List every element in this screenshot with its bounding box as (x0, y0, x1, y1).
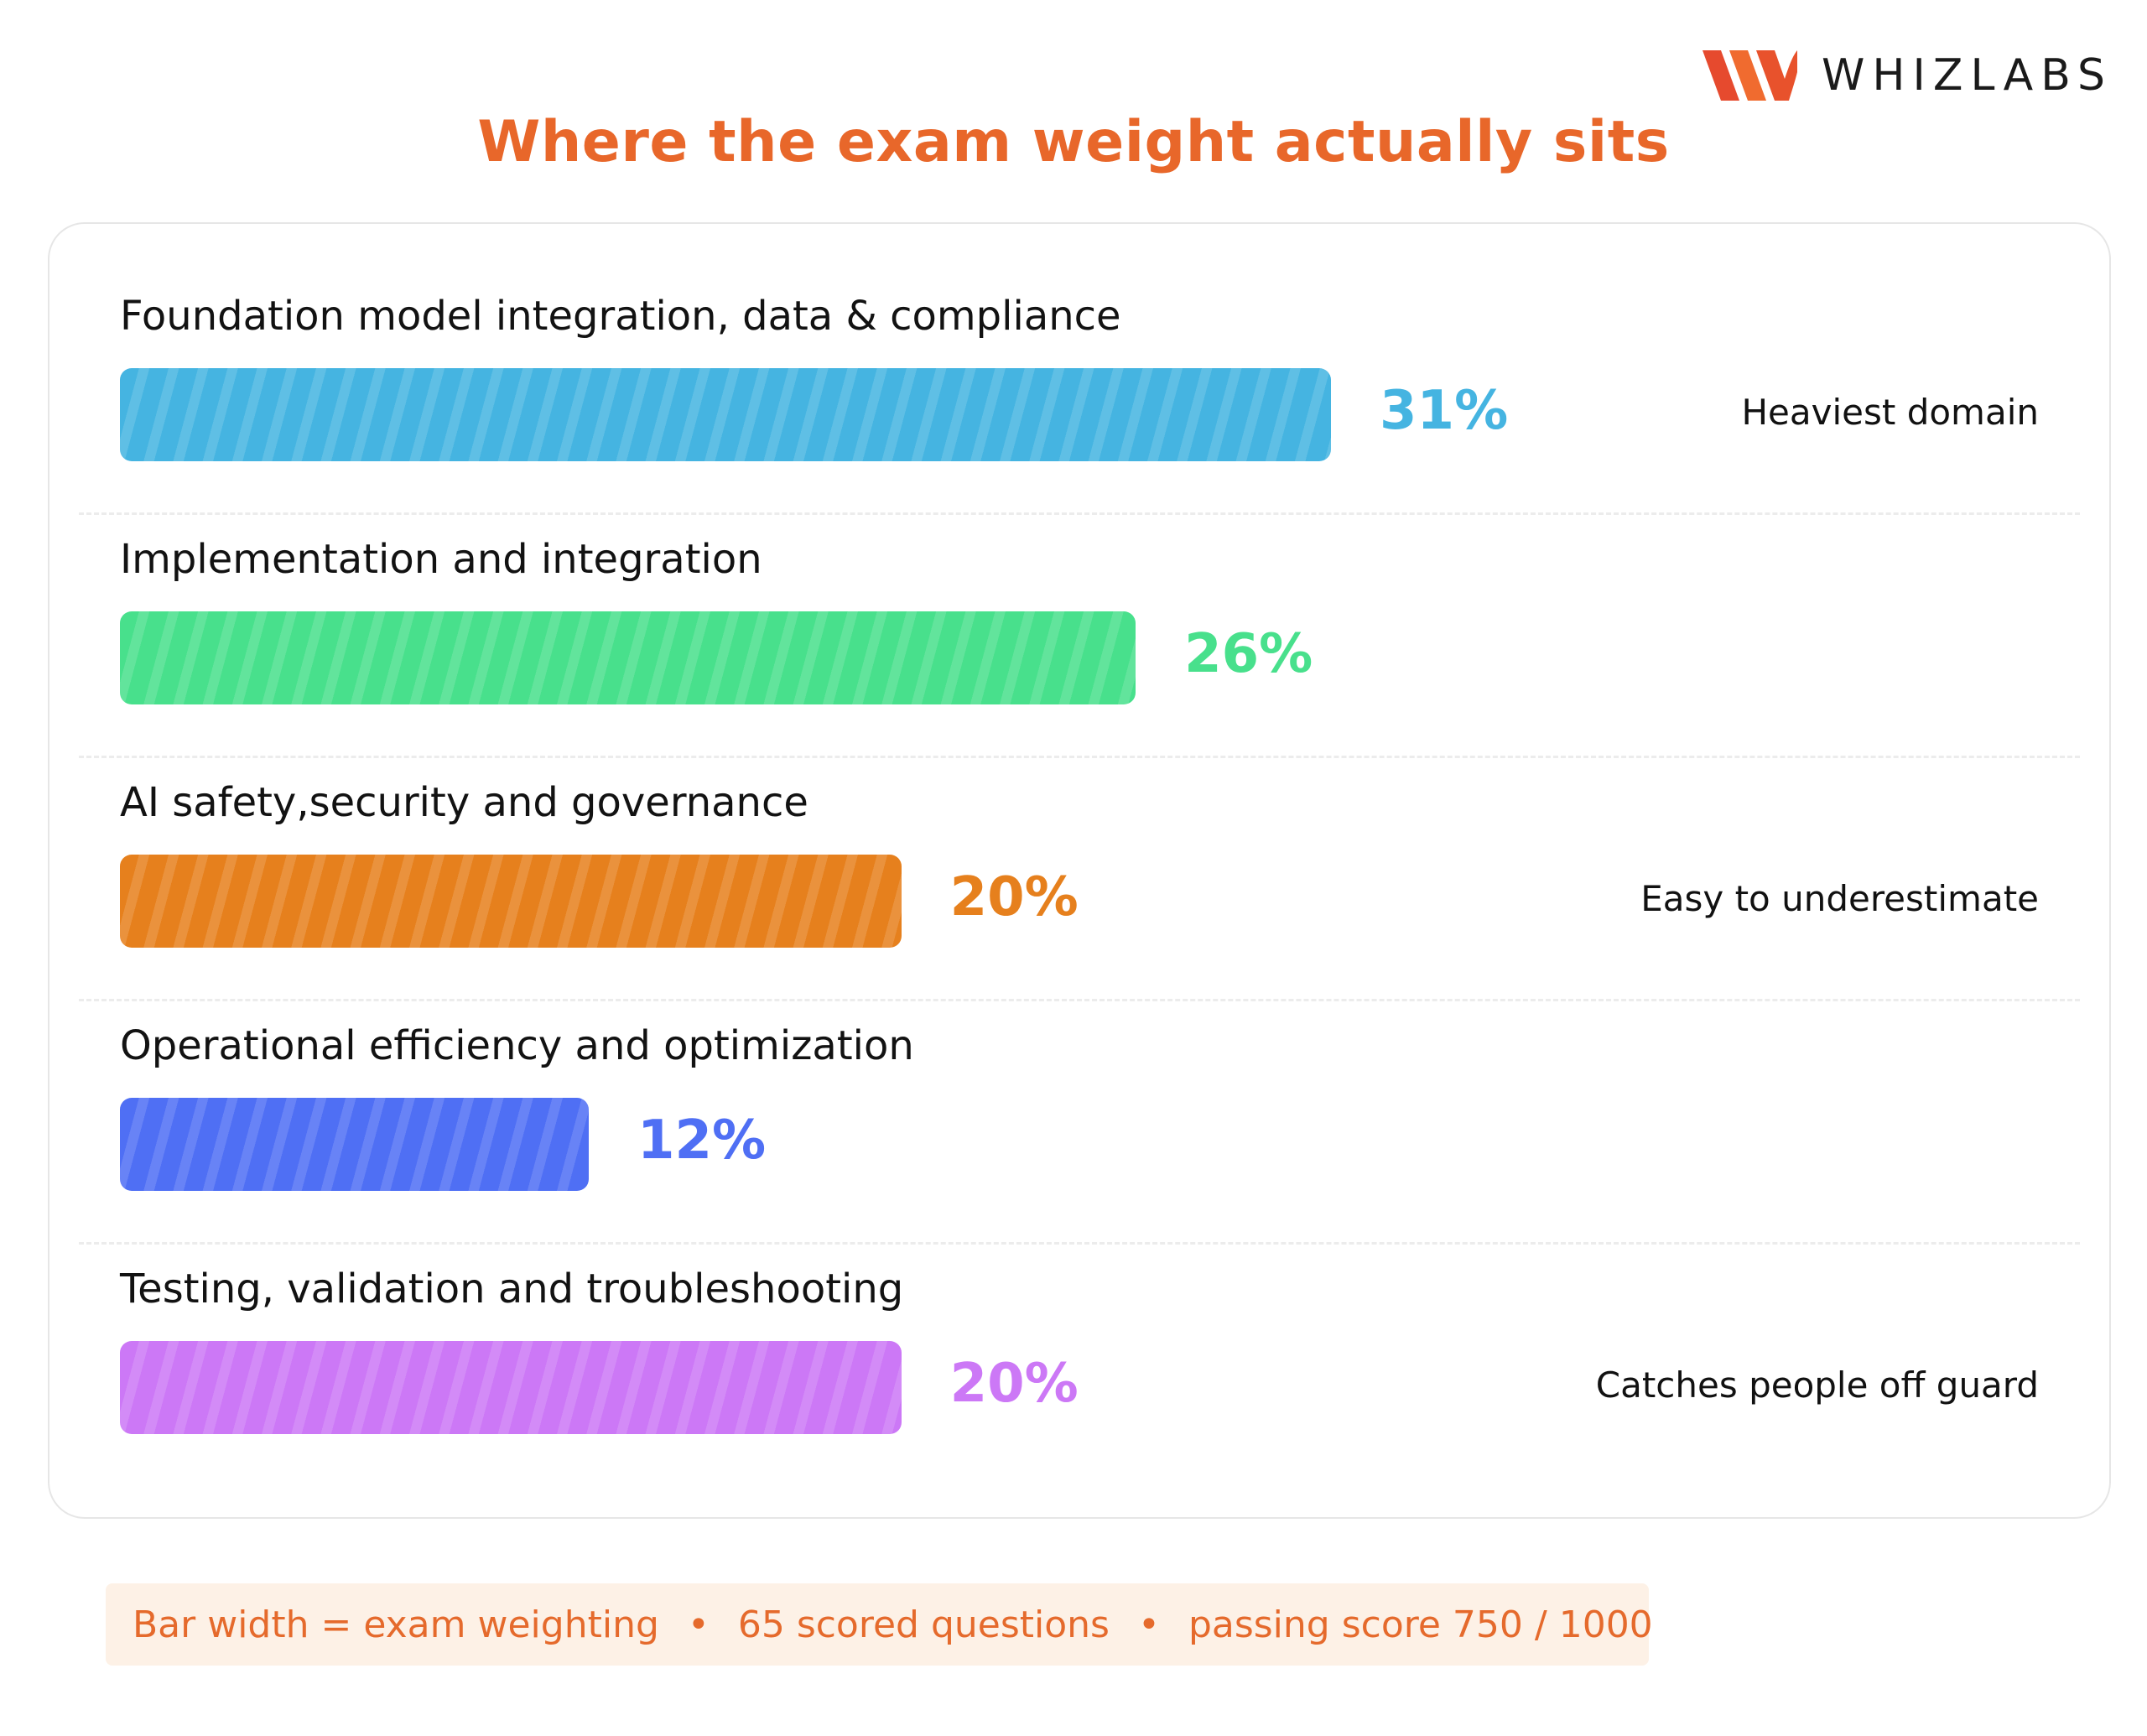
value-label: 31% (1380, 380, 1509, 442)
footer-note: Bar width = exam weighting • 65 scored q… (106, 1583, 1653, 1666)
bar-row: Testing, validation and troubleshooting 2… (49, 1266, 2109, 1509)
annotation-label: Heaviest domain (1741, 392, 2039, 433)
footer-questions: 65 scored questions (737, 1603, 1110, 1646)
bar (120, 1341, 902, 1434)
bar-row: Foundation model integration, data & com… (49, 293, 2109, 536)
brand-name: WHIZLABS (1822, 50, 2113, 101)
category-label: Implementation and integration (120, 536, 762, 583)
bar-row: AI safety,security and governance 20% Easy… (49, 779, 2109, 1022)
whizlabs-logo: WHIZLABS (1703, 44, 2113, 107)
annotation-label: Easy to underestimate (1640, 878, 2039, 919)
bar (120, 368, 1331, 461)
row-divider (79, 756, 2080, 758)
whizlabs-mark-icon (1703, 50, 1797, 101)
value-label: 26% (1184, 623, 1313, 685)
footer-separator: • (1137, 1603, 1160, 1646)
chart-card: Foundation model integration, data & com… (48, 222, 2111, 1519)
category-label: Foundation model integration, data & com… (120, 293, 1121, 340)
category-label: Operational efficiency and optimization (120, 1022, 914, 1069)
bar-row: Operational efficiency and optimization 1… (49, 1022, 2109, 1266)
annotation-label: Catches people off guard (1595, 1364, 2039, 1406)
bar (120, 1098, 589, 1191)
value-label: 20% (949, 1353, 1079, 1415)
bar (120, 611, 1136, 704)
value-label: 12% (637, 1110, 767, 1172)
footer-bar-width-note: Bar width = exam weighting (133, 1603, 659, 1646)
row-divider (79, 512, 2080, 515)
footer-separator: • (687, 1603, 710, 1646)
bar-row: Implementation and integration 26% (49, 536, 2109, 779)
page-title: Where the exam weight actually sits (477, 109, 1670, 175)
category-label: AI safety,security and governance (120, 779, 808, 826)
category-label: Testing, validation and troubleshooting (120, 1266, 904, 1312)
row-divider (79, 999, 2080, 1001)
bar (120, 855, 902, 948)
row-divider (79, 1242, 2080, 1245)
value-label: 20% (949, 866, 1079, 928)
footer-passing-score: passing score 750 / 1000 (1188, 1603, 1653, 1646)
